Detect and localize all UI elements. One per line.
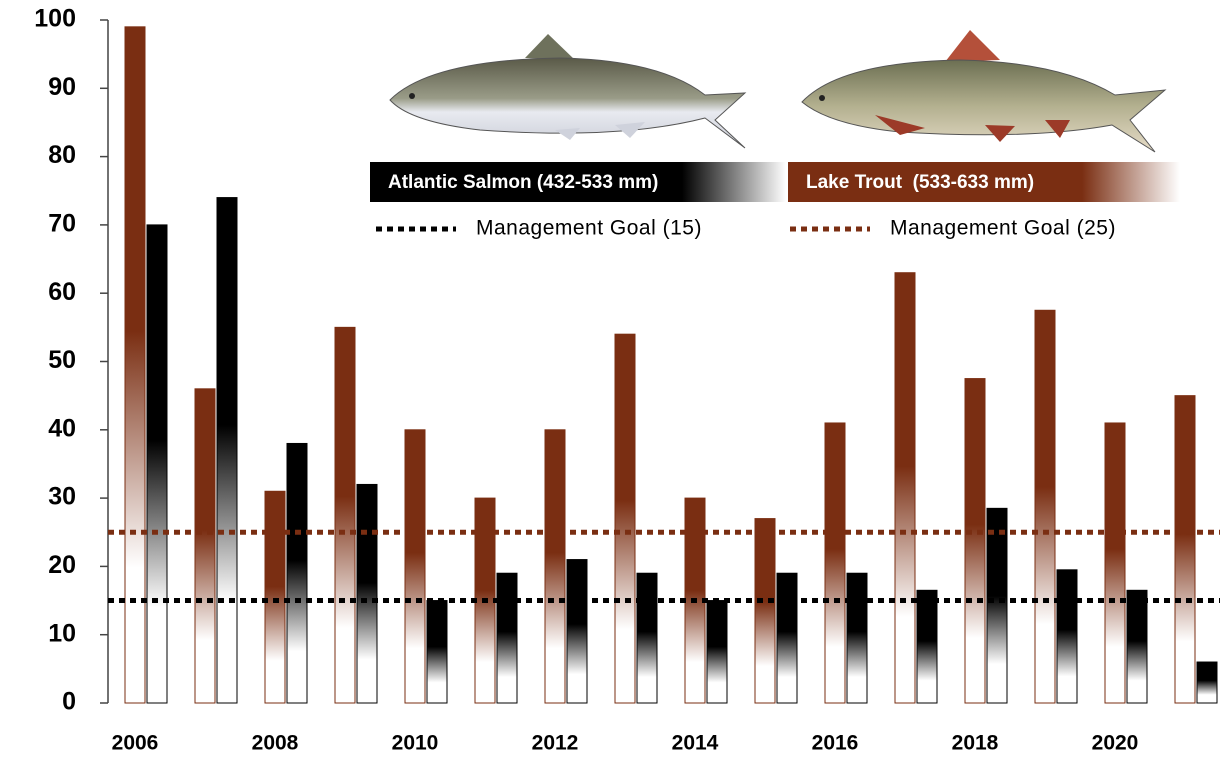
bar <box>1174 395 1196 704</box>
legend-swatch <box>788 162 1180 202</box>
legend-goal-label: Management Goal (25) <box>890 217 1116 240</box>
bar <box>426 600 448 704</box>
bar <box>916 589 938 704</box>
x-tick-label: 2020 <box>1092 732 1139 755</box>
x-tick-label: 2008 <box>252 732 299 755</box>
bar <box>1104 422 1126 704</box>
bar <box>706 600 728 704</box>
bar <box>894 272 916 704</box>
bar <box>404 429 426 704</box>
x-tick-label: 2012 <box>532 732 579 755</box>
legend-swatch <box>370 162 786 202</box>
bar <box>356 483 378 704</box>
bar <box>1034 309 1056 704</box>
y-tick-label: 90 <box>48 73 76 101</box>
x-tick-label: 2014 <box>672 732 719 755</box>
x-tick-label: 2018 <box>952 732 999 755</box>
y-tick-label: 80 <box>48 141 76 169</box>
bar <box>964 378 986 704</box>
x-tick-label: 2010 <box>392 732 439 755</box>
bar <box>754 518 776 704</box>
legend-label: Atlantic Salmon (432-533 mm) <box>388 172 658 193</box>
y-tick-label: 10 <box>48 619 76 647</box>
y-tick-label: 40 <box>48 414 76 442</box>
bar <box>986 507 1008 704</box>
y-tick-label: 30 <box>48 483 76 511</box>
bar <box>614 333 636 704</box>
bar <box>1196 661 1218 704</box>
bar <box>1056 569 1078 704</box>
y-tick-label: 70 <box>48 210 76 238</box>
y-tick-label: 0 <box>62 688 76 716</box>
y-tick-label: 100 <box>34 5 76 33</box>
y-tick-label: 60 <box>48 278 76 306</box>
legend-goal-label: Management Goal (15) <box>476 217 702 240</box>
bar <box>776 572 798 704</box>
bar <box>286 442 308 704</box>
salmon-illustration <box>389 34 747 149</box>
bar <box>824 422 846 704</box>
bar <box>216 197 238 704</box>
bar <box>146 224 168 704</box>
y-tick-label: 20 <box>48 551 76 579</box>
bar <box>334 326 356 704</box>
trout-illustration <box>801 30 1167 153</box>
legend-label: Lake Trout (533-633 mm) <box>806 172 1034 193</box>
bar <box>544 429 566 704</box>
bar <box>264 490 286 704</box>
y-tick-label: 50 <box>48 346 76 374</box>
bar <box>636 572 658 704</box>
bar <box>846 572 868 704</box>
bar <box>496 572 518 704</box>
bar <box>1126 589 1148 704</box>
bar <box>194 388 216 704</box>
x-tick-label: 2016 <box>812 732 859 755</box>
bar <box>566 559 588 704</box>
x-tick-label: 2006 <box>112 732 159 755</box>
